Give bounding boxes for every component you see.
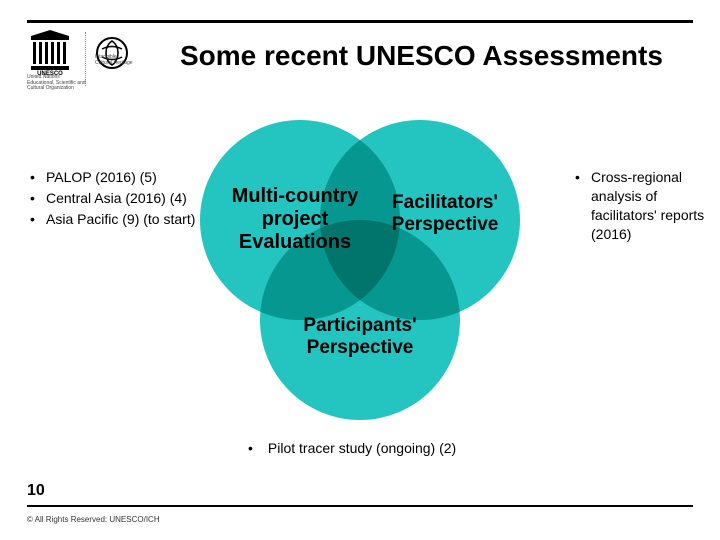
- left-bullets: PALOP (2016) (5) Central Asia (2016) (4)…: [30, 168, 225, 231]
- unesco-logo-icon: UNESCO: [27, 30, 73, 76]
- list-item: Asia Pacific (9) (to start): [30, 210, 225, 229]
- venn-label-evaluations: Multi-countryprojectEvaluations: [215, 185, 375, 254]
- bottom-bullet: • Pilot tracer study (ongoing) (2): [248, 440, 456, 456]
- bullet-icon: •: [248, 440, 264, 456]
- bottom-bullet-text: Pilot tracer study (ongoing) (2): [268, 440, 456, 456]
- list-item: PALOP (2016) (5): [30, 168, 225, 187]
- venn-diagram: Multi-countryprojectEvaluations Facilita…: [200, 120, 520, 420]
- page-title: Some recent UNESCO Assessments: [180, 40, 663, 72]
- list-item: Central Asia (2016) (4): [30, 189, 225, 208]
- slide: UNESCO United Nations Educational, Scien…: [0, 0, 720, 540]
- venn-label-facilitators: Facilitators'Perspective: [375, 192, 515, 236]
- venn-label-participants: Participants'Perspective: [285, 315, 435, 359]
- unesco-logo-caption: United Nations Educational, Scientific a…: [27, 75, 87, 92]
- page-number: 10: [27, 482, 45, 500]
- ich-logo-caption: Intangible Cultural Heritage: [95, 55, 135, 66]
- list-item: Cross-regional analysis of facilitators'…: [575, 168, 705, 244]
- bottom-rule: [27, 505, 693, 507]
- top-rule: [27, 20, 693, 23]
- copyright: © All Rights Reserved: UNESCO/ICH: [27, 515, 160, 524]
- right-bullets: Cross-regional analysis of facilitators'…: [575, 168, 705, 246]
